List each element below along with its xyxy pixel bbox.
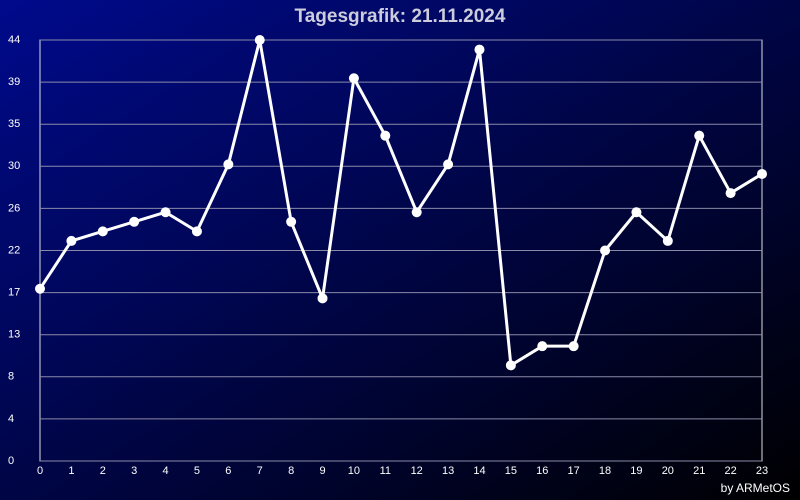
data-point [694, 130, 705, 141]
data-point [254, 35, 265, 45]
data-point [443, 159, 454, 170]
data-point [757, 168, 767, 179]
x-tick-label: 8 [288, 465, 294, 477]
data-point [568, 341, 579, 352]
data-point [474, 44, 485, 55]
y-tick-label: 26 [8, 202, 20, 214]
y-tick-label: 0 [8, 455, 14, 467]
x-tick-label: 2 [100, 465, 106, 477]
x-tick-label: 9 [319, 465, 325, 477]
data-point [600, 245, 611, 256]
footer: by ARMetOS [721, 481, 790, 495]
data-point [662, 235, 673, 246]
data-point [35, 283, 45, 294]
x-tick-label: 11 [380, 465, 391, 477]
data-point [411, 207, 422, 218]
data-point [348, 73, 359, 84]
data-point [191, 226, 202, 237]
data-point [631, 207, 642, 218]
x-tick-label: 20 [662, 465, 674, 477]
y-tick-label: 22 [8, 244, 20, 256]
data-point [380, 130, 391, 141]
x-tick-label: 5 [194, 465, 200, 477]
y-tick-label: 30 [8, 160, 20, 172]
x-tick-label: 10 [348, 465, 360, 477]
y-tick-label: 35 [8, 118, 20, 130]
x-tick-label: 12 [411, 465, 423, 477]
chart-title: Tagesgrafik: 21.11.2024 [295, 6, 506, 27]
x-tick-label: 14 [473, 465, 485, 477]
y-tick-label: 44 [8, 34, 20, 46]
data-point [537, 341, 548, 352]
data-line [38, 38, 763, 367]
data-point [160, 207, 171, 218]
x-tick-label: 13 [442, 465, 454, 477]
x-tick-label: 21 [693, 465, 705, 477]
x-tick-label: 3 [131, 465, 137, 477]
x-tick-label: 23 [756, 465, 768, 477]
y-tick-label: 39 [8, 76, 20, 88]
data-point [97, 226, 108, 237]
x-tick-label: 22 [724, 465, 736, 477]
data-point [505, 360, 516, 371]
x-tick-label: 4 [163, 465, 169, 477]
data-point [129, 216, 140, 227]
y-tick-label: 13 [8, 329, 20, 341]
y-tick-label: 4 [8, 413, 14, 425]
data-point [223, 159, 234, 170]
data-point [317, 293, 328, 304]
y-tick-label: 8 [8, 371, 14, 383]
x-tick-label: 15 [505, 465, 517, 477]
x-tick-label: 7 [257, 465, 263, 477]
x-tick-label: 6 [225, 465, 231, 477]
x-tick-label: 1 [68, 465, 74, 477]
x-tick-label: 0 [37, 465, 43, 477]
x-tick-label: 18 [599, 465, 611, 477]
data-point [286, 216, 297, 227]
y-tick-label: 17 [8, 287, 20, 299]
x-tick-label: 16 [536, 465, 548, 477]
data-point [725, 188, 736, 199]
x-tick-label: 17 [568, 465, 580, 477]
data-point [66, 235, 77, 246]
x-tick-label: 19 [630, 465, 642, 477]
